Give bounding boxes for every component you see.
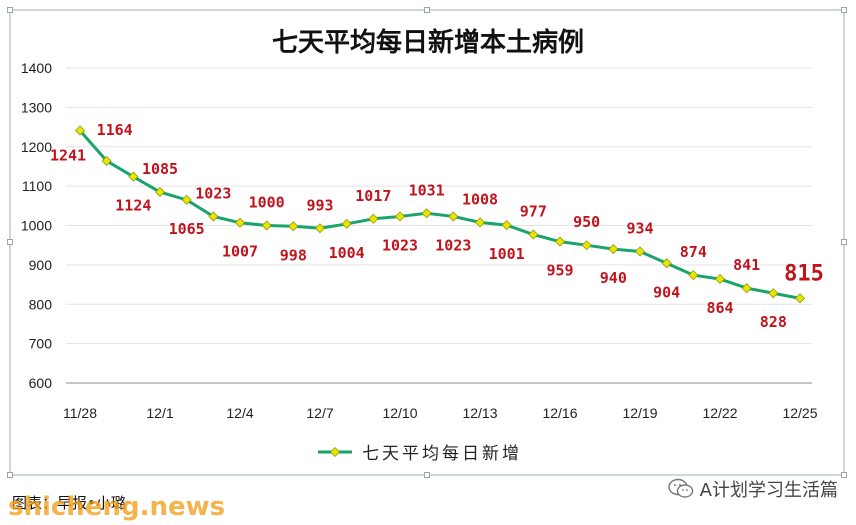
data-point: [661, 258, 672, 269]
data-label: 959: [546, 262, 573, 280]
chart-title: 七天平均每日新增本土病例: [271, 28, 584, 58]
data-point: [421, 208, 432, 219]
y-tick-label: 1200: [21, 139, 52, 155]
data-label: 841: [733, 256, 760, 274]
data-label: 998: [280, 246, 307, 264]
data-point: [101, 155, 112, 166]
data-label: 1023: [435, 236, 471, 254]
data-point: [768, 288, 779, 299]
series-line: [78, 129, 801, 300]
data-label: 1124: [115, 197, 151, 215]
data-label: 940: [600, 269, 627, 287]
y-tick-label: 600: [29, 375, 53, 391]
data-label: 1023: [382, 236, 418, 254]
data-point: [315, 223, 325, 234]
data-point: [75, 125, 85, 136]
data-point: [795, 293, 805, 304]
data-label: 1008: [462, 190, 498, 208]
legend-label: 七天平均每日新增: [362, 444, 522, 464]
x-tick-label: 12/19: [622, 405, 657, 421]
resize-handle[interactable]: [841, 239, 847, 245]
data-point: [555, 236, 565, 247]
data-label: 828: [760, 313, 787, 331]
wechat-icon: [667, 478, 693, 498]
data-point: [741, 283, 752, 294]
y-tick-label: 1300: [21, 99, 52, 115]
data-point: [715, 274, 725, 285]
chart-frame: [7, 7, 847, 478]
y-tick-label: 1000: [21, 218, 52, 234]
data-label: 864: [706, 299, 733, 317]
data-label: 977: [520, 203, 547, 221]
data-label: 904: [653, 283, 680, 301]
data-label: 815: [784, 261, 824, 286]
data-label: 1241: [50, 147, 86, 165]
data-point: [448, 211, 459, 222]
data-label: 1001: [489, 245, 525, 263]
y-tick-label: 1400: [21, 60, 52, 76]
data-label: 1065: [169, 220, 205, 238]
y-tick-label: 800: [29, 296, 53, 312]
data-label: 1004: [329, 244, 365, 262]
data-label: 1017: [355, 187, 391, 205]
data-point: [635, 246, 645, 257]
x-tick-label: 12/16: [542, 405, 577, 421]
resize-handle[interactable]: [841, 472, 847, 478]
data-point: [368, 213, 379, 224]
data-point: [501, 220, 512, 231]
data-label: 1000: [249, 194, 285, 212]
x-tick-label: 12/1: [146, 405, 173, 421]
data-point: [235, 217, 245, 228]
account-name: A计划学习生活篇: [699, 480, 838, 501]
data-label: 934: [626, 219, 653, 237]
data-label: 950: [573, 213, 600, 231]
data-point: [341, 218, 352, 229]
data-point: [288, 221, 299, 232]
data-point: [128, 171, 139, 182]
data-label: 1031: [409, 181, 445, 199]
data-point: [608, 244, 619, 255]
data-point: [155, 187, 165, 198]
data-label: 1085: [142, 160, 178, 178]
x-tick-label: 11/28: [63, 405, 97, 421]
data-point: [261, 220, 272, 231]
resize-handle[interactable]: [424, 472, 430, 478]
data-label: 1007: [222, 243, 258, 261]
data-point: [208, 211, 219, 222]
resize-handle[interactable]: [7, 472, 13, 478]
data-point: [181, 194, 192, 205]
legend-marker: [330, 447, 340, 457]
data-point: [688, 270, 699, 281]
x-tick-label: 12/7: [306, 405, 333, 421]
account-signature: A计划学习生活篇: [667, 476, 838, 502]
y-tick-label: 700: [29, 336, 53, 352]
x-tick-label: 12/13: [462, 405, 497, 421]
data-point: [395, 211, 405, 222]
resize-handle[interactable]: [424, 7, 430, 13]
x-tick-label: 12/4: [226, 405, 253, 421]
resize-handle[interactable]: [7, 7, 13, 13]
resize-handle[interactable]: [841, 7, 847, 13]
x-tick-label: 12/10: [382, 405, 417, 421]
x-tick-label: 12/25: [782, 405, 817, 421]
y-tick-label: 1100: [22, 178, 52, 194]
y-tick-label: 900: [29, 257, 53, 273]
x-tick-label: 12/22: [702, 405, 737, 421]
data-label: 1164: [97, 121, 133, 139]
data-point: [528, 229, 539, 240]
resize-handle[interactable]: [7, 239, 13, 245]
data-point: [581, 240, 592, 251]
watermark: shicheng.news: [8, 492, 226, 522]
chart-credit: 图表：早报•小璐: [12, 494, 126, 512]
data-label: 1023: [195, 184, 231, 202]
data-point: [475, 217, 485, 228]
data-label: 874: [680, 243, 707, 261]
data-label: 993: [306, 196, 333, 214]
